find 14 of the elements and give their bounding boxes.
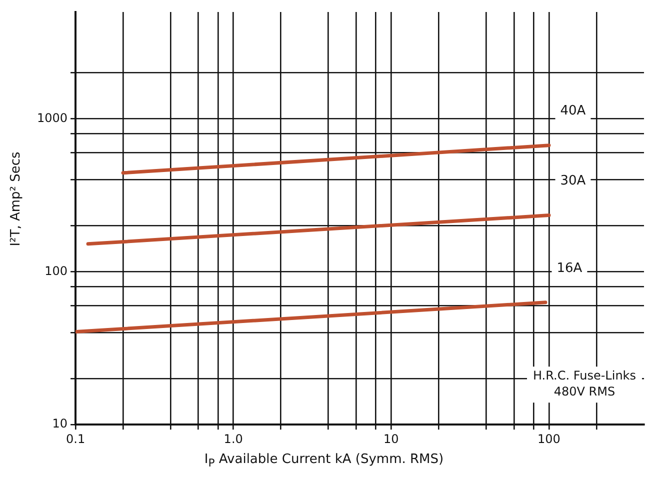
y-axis-title: I²T, Amp² Secs [8,152,24,246]
x-tick-label: 1.0 [224,432,243,446]
x-tick-label: 0.1 [66,432,86,446]
annotation: H.R.C. Fuse-Links [532,368,636,383]
text: 40A [560,104,586,119]
x-axis-title: I$_{P}$ Available Current kA (Symm. RMS) [203,452,445,470]
text: 30A [560,174,586,189]
y-tick-label: 10 [52,416,68,431]
y-tick-label: 100 [44,264,68,278]
text: 16A [556,260,582,276]
x-tick-label: 10 [384,432,399,446]
y-tick-label: 1000 [36,110,68,125]
annotation: 480V RMS [554,384,616,399]
x-tick-label: 100 [538,432,560,446]
